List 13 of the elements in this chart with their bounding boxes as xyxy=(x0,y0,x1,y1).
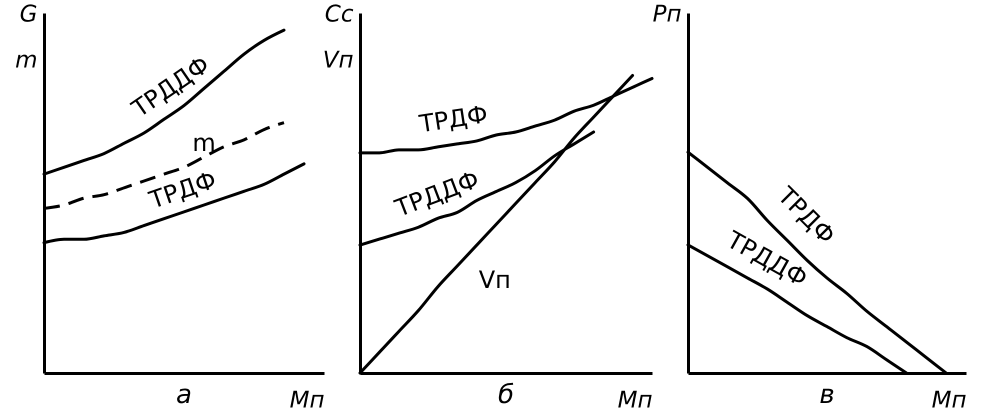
x-axis-title: Mп xyxy=(932,388,966,414)
text: в xyxy=(819,380,835,410)
x-axis-title: Mп xyxy=(618,388,652,414)
text: б xyxy=(498,380,514,410)
text: ТРДФ xyxy=(144,166,220,215)
text: а xyxy=(176,380,192,410)
series-label: Vп xyxy=(478,266,511,294)
y-axis-title: Cc Vп xyxy=(322,2,354,74)
text: ТРДФ xyxy=(416,100,490,138)
x-axis-title: Mп xyxy=(290,388,324,414)
y-axis-title: Pп xyxy=(652,2,682,28)
y-axis-title: G m xyxy=(15,2,38,74)
series-label: m xyxy=(192,129,216,157)
